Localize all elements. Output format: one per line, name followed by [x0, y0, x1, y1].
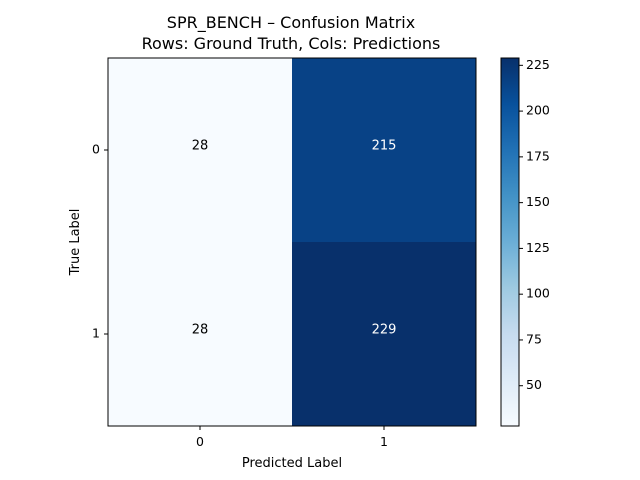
heatmap-cell-r0-c0: [108, 58, 292, 242]
y-axis: 01: [92, 142, 108, 341]
colorbar-tick-label-1: 75: [526, 331, 542, 346]
cell-value-r0-c1: 215: [372, 139, 397, 154]
cell-value-r0-c0: 28: [192, 139, 209, 154]
colorbar-tick-label-3: 125: [526, 240, 550, 255]
x-tick-label-0: 0: [196, 434, 204, 449]
chart-subtitle: Rows: Ground Truth, Cols: Predictions: [142, 34, 441, 53]
heatmap-cell-r0-c1: [292, 58, 476, 242]
x-tick-label-1: 1: [380, 434, 388, 449]
colorbar-tick-label-7: 225: [526, 57, 550, 72]
x-axis-label: Predicted Label: [242, 456, 342, 471]
chart-title: SPR_BENCH – Confusion Matrix: [167, 13, 415, 33]
y-tick-label-1: 1: [92, 326, 100, 341]
colorbar-tick-label-5: 175: [526, 148, 550, 163]
heatmap-cells: 28 215 28 229: [108, 58, 476, 426]
plot-frame: [107, 57, 477, 427]
heatmap-cell-r1-c1: [292, 242, 476, 426]
colorbar-tick-label-2: 100: [526, 286, 550, 301]
y-axis-label: True Label: [68, 209, 83, 277]
colorbar: [500, 57, 520, 427]
heatmap-cell-r1-c0: [108, 242, 292, 426]
colorbar-tick-label-0: 50: [526, 377, 542, 392]
cell-value-r1-c1: 229: [372, 323, 397, 338]
y-tick-label-0: 0: [92, 142, 100, 157]
colorbar-tick-label-6: 200: [526, 103, 550, 118]
colorbar-tick-label-4: 150: [526, 194, 550, 209]
cell-value-r1-c0: 28: [192, 323, 209, 338]
colorbar-ticks: 50 75 100 125 150 175 200 225: [519, 57, 550, 392]
